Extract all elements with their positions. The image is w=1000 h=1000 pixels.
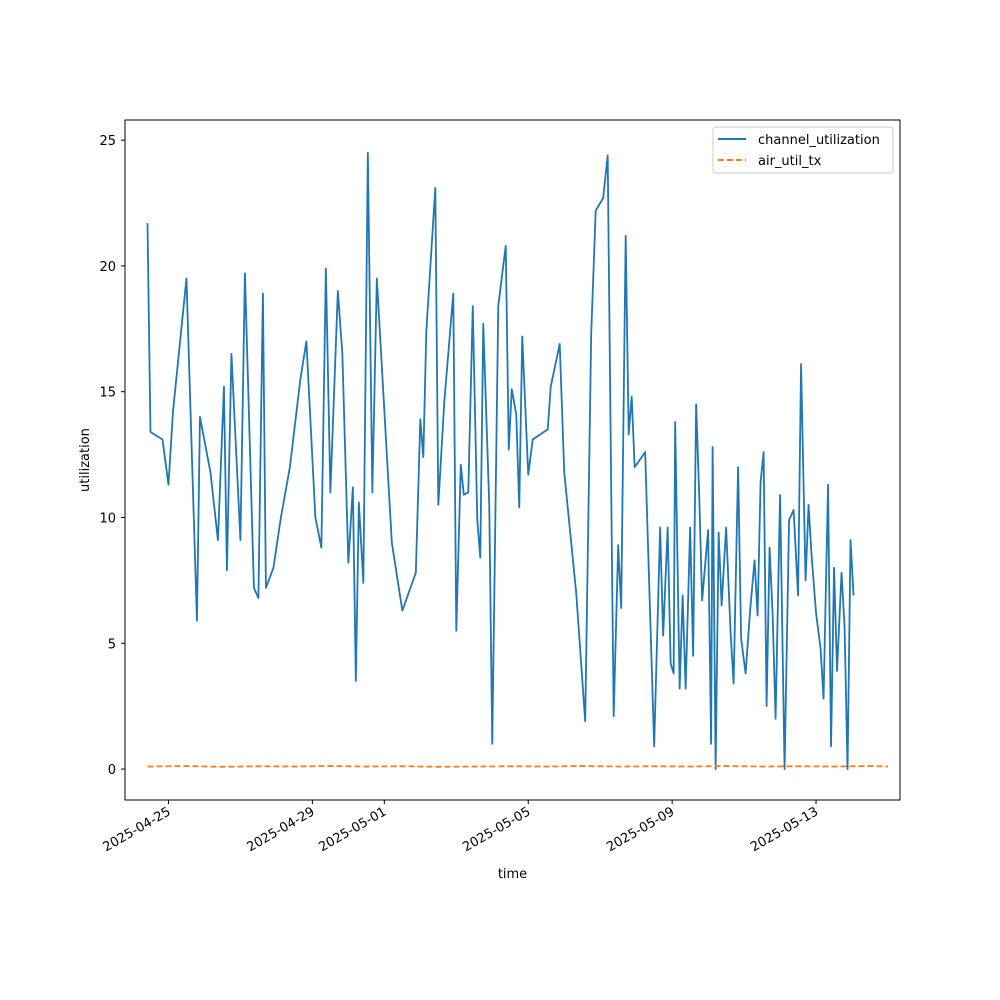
legend-box (712, 126, 894, 174)
y-axis-label: utilization (78, 428, 93, 492)
y-tick-label: 0 (108, 763, 116, 778)
series-line-air-util-tx (147, 765, 889, 768)
y-axis: 0 5 10 15 20 25 (99, 134, 125, 778)
x-axis-label: time (498, 867, 527, 882)
series-layer (146, 151, 889, 770)
legend-label-air-util-tx: air_util_tx (758, 154, 822, 169)
legend: channel_utilization air_util_tx (712, 126, 894, 174)
y-tick-label: 20 (99, 260, 116, 275)
y-tick-label: 5 (108, 637, 116, 652)
legend-label-channel-utilization: channel_utilization (758, 133, 880, 148)
y-tick-label: 10 (99, 511, 116, 526)
plot-area (124, 119, 901, 801)
y-tick-label: 25 (99, 134, 116, 149)
y-tick-label: 15 (99, 386, 116, 401)
series-line-channel-utilization (146, 151, 855, 770)
axes-frame (124, 119, 901, 801)
